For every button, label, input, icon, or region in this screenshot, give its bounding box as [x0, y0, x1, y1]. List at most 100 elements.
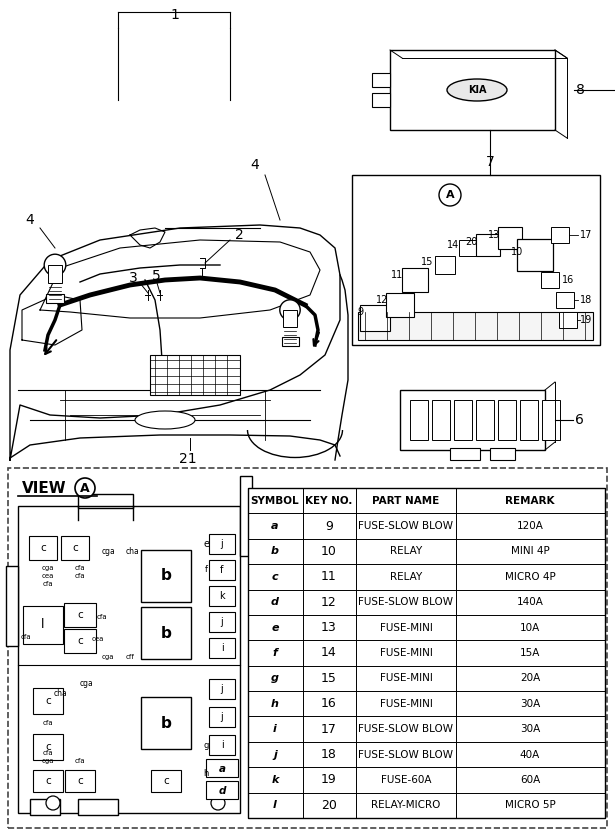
Bar: [78, 494, 133, 508]
Text: f: f: [220, 565, 224, 575]
Text: c: c: [272, 572, 279, 582]
Text: 15: 15: [421, 257, 433, 267]
Bar: [150, 355, 240, 395]
Text: c: c: [45, 696, 51, 706]
Text: 10: 10: [510, 247, 523, 257]
Text: KIA: KIA: [468, 85, 486, 95]
Polygon shape: [390, 772, 570, 784]
Text: cff: cff: [125, 654, 135, 660]
Bar: [33, 734, 63, 760]
Bar: [459, 240, 477, 256]
Ellipse shape: [135, 411, 195, 429]
Bar: [209, 707, 235, 727]
Bar: [454, 400, 472, 440]
Text: f: f: [272, 648, 277, 658]
Text: 15A: 15A: [520, 648, 540, 658]
Text: FUSE-60A: FUSE-60A: [381, 775, 431, 785]
Ellipse shape: [447, 79, 507, 101]
Text: cha: cha: [53, 689, 67, 697]
Bar: [209, 534, 235, 554]
Bar: [498, 400, 516, 440]
Text: cea: cea: [92, 636, 104, 642]
Text: c: c: [45, 742, 51, 752]
Text: FUSE-SLOW BLOW: FUSE-SLOW BLOW: [359, 750, 453, 760]
Bar: [386, 293, 414, 317]
Text: 120A: 120A: [517, 521, 544, 531]
Text: cfa: cfa: [74, 758, 85, 764]
Text: 7: 7: [486, 155, 494, 169]
Text: cga: cga: [42, 565, 54, 571]
Bar: [520, 400, 538, 440]
Text: j: j: [221, 539, 223, 549]
Circle shape: [44, 254, 66, 276]
Bar: [556, 292, 574, 308]
Bar: [410, 400, 428, 440]
Text: 2: 2: [235, 228, 244, 242]
Text: g: g: [204, 741, 208, 750]
Text: b: b: [161, 569, 172, 584]
Text: b: b: [161, 626, 172, 641]
Text: 3: 3: [129, 271, 138, 285]
Bar: [78, 799, 118, 815]
Bar: [432, 400, 450, 440]
Bar: [151, 770, 181, 792]
Text: cfa: cfa: [97, 614, 107, 620]
Text: 1: 1: [170, 8, 180, 22]
Bar: [64, 629, 96, 653]
Bar: [206, 759, 238, 777]
Bar: [65, 770, 95, 792]
Polygon shape: [390, 704, 555, 772]
Text: FUSE-MINI: FUSE-MINI: [379, 648, 432, 658]
Text: b: b: [161, 716, 172, 731]
Circle shape: [75, 478, 95, 498]
Text: h: h: [204, 768, 208, 777]
Text: 5: 5: [152, 269, 161, 283]
Text: k: k: [271, 775, 279, 785]
Text: c: c: [45, 776, 51, 786]
Text: cha: cha: [126, 547, 140, 556]
Circle shape: [46, 796, 60, 810]
Text: cea: cea: [42, 573, 54, 579]
Text: c: c: [77, 636, 83, 646]
Text: cfa: cfa: [74, 565, 85, 571]
Text: VIEW: VIEW: [22, 480, 66, 495]
Text: RELAY-MICRO: RELAY-MICRO: [371, 801, 441, 811]
Text: a: a: [218, 764, 226, 774]
Text: 14: 14: [321, 646, 337, 660]
Text: i: i: [273, 724, 277, 734]
Text: 13: 13: [488, 230, 500, 240]
Text: 19: 19: [321, 773, 337, 786]
Text: cfa: cfa: [42, 750, 54, 756]
Bar: [33, 770, 63, 792]
Bar: [372, 93, 390, 107]
Text: i: i: [221, 643, 223, 653]
Bar: [542, 400, 560, 440]
Bar: [206, 781, 238, 799]
Text: 11: 11: [391, 270, 403, 280]
Text: FUSE-MINI: FUSE-MINI: [379, 623, 432, 633]
Text: SYMBOL: SYMBOL: [251, 495, 300, 505]
Text: j: j: [221, 712, 223, 722]
Text: 4: 4: [26, 213, 34, 227]
Text: A: A: [446, 190, 454, 200]
Bar: [209, 612, 235, 632]
Text: cga: cga: [79, 679, 93, 687]
Text: PART NAME: PART NAME: [372, 495, 440, 505]
Text: l: l: [273, 801, 277, 811]
Text: c: c: [72, 543, 78, 553]
Text: 16: 16: [321, 697, 337, 711]
Bar: [551, 227, 569, 243]
Text: j: j: [221, 684, 223, 694]
Bar: [517, 239, 553, 271]
Text: j: j: [273, 750, 277, 760]
Text: 30A: 30A: [520, 699, 540, 709]
Text: 10A: 10A: [520, 623, 540, 633]
Text: cfa: cfa: [21, 634, 31, 640]
Bar: [559, 312, 577, 328]
Text: d: d: [218, 786, 226, 796]
Bar: [490, 448, 515, 460]
Text: 20A: 20A: [520, 673, 540, 683]
Bar: [400, 390, 545, 450]
Text: a: a: [271, 521, 279, 531]
Text: 20: 20: [466, 237, 478, 247]
